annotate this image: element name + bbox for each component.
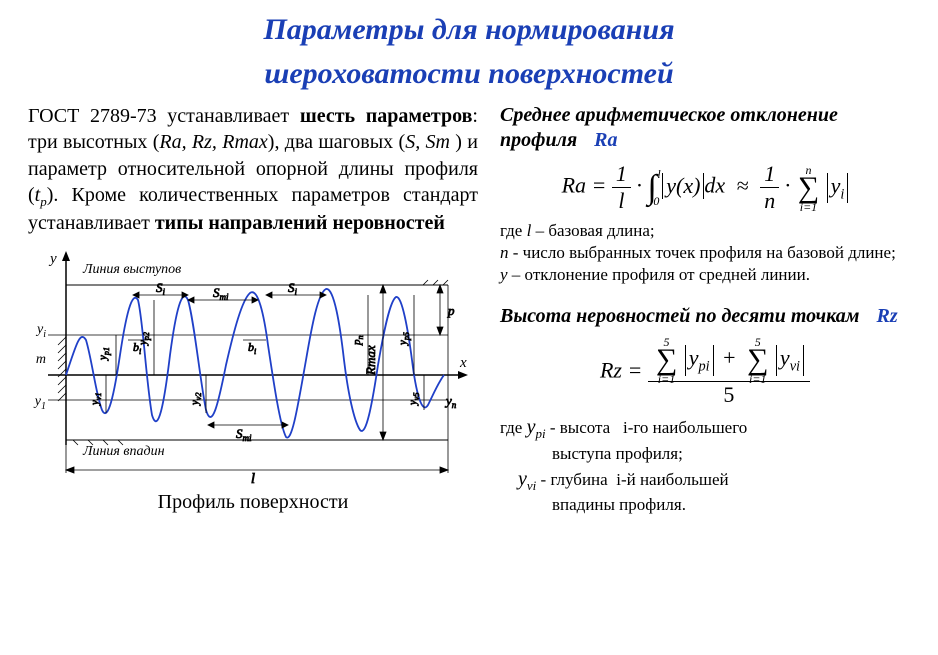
y-axis-label: y: [48, 251, 57, 267]
m-label: m: [36, 352, 46, 367]
peaks-line-label: Линия выступов: [82, 262, 181, 277]
svg-text:l: l: [251, 471, 255, 485]
rz-formula: Rz = ∑5i=1 ypi + ∑5i=1 yvi 5: [500, 337, 910, 408]
profile-curve: [66, 289, 444, 438]
abs: yi: [827, 173, 849, 203]
svg-text:Rmax: Rmax: [363, 345, 378, 376]
sigma-sign: ∑5i=1: [747, 343, 768, 377]
num: 1: [612, 161, 631, 188]
svg-text:yv2: yv2: [189, 392, 203, 405]
integral-sign: ∫l0: [647, 169, 656, 207]
lhs: Ra: [562, 173, 586, 198]
svg-text:yp2: yp2: [137, 332, 151, 346]
slide: Параметры для нормирования шероховатости…: [0, 0, 938, 525]
den: l: [612, 188, 631, 214]
title-line-1: Параметры для нормирования: [263, 13, 674, 46]
right-column: Среднее арифметическое отклонение профил…: [500, 103, 910, 517]
den: n: [760, 188, 779, 214]
svg-text:yn: yn: [444, 393, 457, 410]
text: ), два шаговых (: [268, 131, 405, 153]
svg-text:Si: Si: [288, 280, 298, 297]
svg-text:yp1: yp1: [97, 347, 111, 361]
rz-symbol: Rz: [876, 305, 897, 327]
text: ГОСТ 2789-73 устанавливает: [28, 105, 300, 127]
intro-paragraph: ГОСТ 2789-73 устанавливает шесть парамет…: [28, 103, 478, 237]
yi-label: yi: [35, 322, 46, 340]
num: 1: [760, 161, 779, 188]
title-line-2: шероховатости поверхностей: [264, 57, 673, 90]
heading-text: Высота неровностей по десяти точкам: [500, 305, 859, 327]
ra-legend: где l – базовая длина; n - число выбранн…: [500, 220, 910, 286]
ra-symbol: Ra: [594, 129, 617, 151]
dx: dx: [704, 173, 725, 198]
page-title: Параметры для нормирования шероховатости…: [28, 8, 910, 95]
rmax-dim: Rmax p: [363, 285, 455, 440]
italic-text: Ra, Rz, Rmax: [159, 131, 267, 153]
italic-text: S, Sm: [405, 131, 450, 153]
svg-text:Smi: Smi: [236, 426, 252, 443]
lhs: Rz: [600, 358, 622, 383]
rz-heading: Высота неровностей по десяти точкам Rz: [500, 304, 910, 329]
figure-caption: Профиль поверхности: [28, 491, 478, 514]
y1-label: y1: [33, 394, 46, 412]
svg-text:Smi: Smi: [213, 285, 229, 302]
left-column: ГОСТ 2789-73 устанавливает шесть парамет…: [28, 103, 478, 517]
svg-text:yp5: yp5: [397, 332, 411, 346]
approx: ≈: [731, 173, 755, 198]
svg-text:Si: Si: [156, 280, 166, 297]
profile-diagram: y x Линия выступов Линия впадин yi m y1: [28, 245, 478, 485]
valleys-line-label: Линия впадин: [82, 444, 165, 459]
ra-heading: Среднее арифметическое отклонение профил…: [500, 103, 910, 153]
svg-text:yv5: yv5: [407, 392, 421, 405]
heading-text: Среднее арифметическое отклонение профил…: [500, 104, 838, 151]
svg-text:pn: pn: [351, 335, 365, 346]
rz-legend: где ypi - высота i-го наибольшего выступ…: [500, 414, 910, 517]
x-axis-label: x: [459, 355, 467, 371]
svg-text:bi: bi: [248, 340, 256, 356]
sigma-sign: ∑5i=1: [656, 343, 677, 377]
columns: ГОСТ 2789-73 устанавливает шесть парамет…: [28, 103, 910, 517]
bold-text: шесть параметров: [300, 105, 473, 127]
bold-text: типы направлений неровностей: [155, 212, 445, 234]
sigma-sign: ∑ni=1: [798, 171, 819, 205]
ra-formula: Ra = 1l · ∫l0 y(x)dx ≈ 1n · ∑ni=1 yi: [500, 161, 910, 214]
top-dimensions: Si Smi Si: [133, 280, 326, 303]
svg-text:yv1: yv1: [89, 392, 103, 405]
abs: y(x): [662, 173, 704, 199]
